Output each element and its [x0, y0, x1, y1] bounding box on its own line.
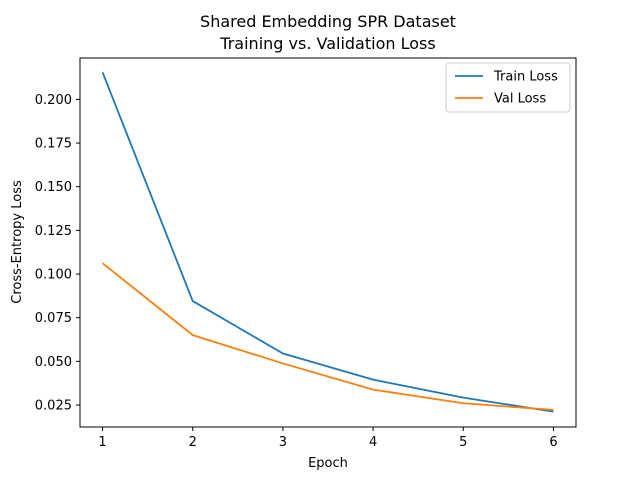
series-lines [101, 71, 554, 413]
x-tick-label: 3 [279, 435, 287, 450]
y-tick-label: 0.125 [35, 224, 72, 239]
y-tick-label: 0.175 [35, 137, 72, 152]
legend: Train Loss Val Loss [445, 62, 571, 113]
series-line-train-loss [101, 71, 554, 413]
legend-label: Train Loss [493, 70, 558, 85]
y-tick-label: 0.200 [35, 93, 72, 108]
y-tick-label: 0.100 [35, 268, 72, 283]
y-tick-label: 0.025 [35, 398, 72, 413]
y-tick-label: 0.150 [35, 180, 72, 195]
x-axis: 1 2 3 4 5 6 [98, 427, 558, 450]
x-tick-label: 2 [189, 435, 197, 450]
x-tick-label: 1 [98, 435, 106, 450]
legend-label: Val Loss [494, 92, 546, 107]
y-axis-label: Cross-Entropy Loss [10, 180, 25, 304]
chart-subtitle: Training vs. Validation Loss [219, 34, 435, 53]
chart-title: Shared Embedding SPR Dataset [200, 12, 456, 31]
x-tick-label: 4 [369, 435, 377, 450]
y-tick-label: 0.050 [35, 355, 72, 370]
x-tick-label: 5 [459, 435, 467, 450]
y-tick-label: 0.075 [35, 311, 72, 326]
series-line-val-loss [101, 262, 554, 411]
x-tick-label: 6 [549, 435, 557, 450]
plot-area-frame [79, 57, 577, 428]
y-axis: 0.025 0.050 0.075 0.100 0.125 0.150 0.175 0.200 [35, 93, 80, 413]
x-axis-label: Epoch [308, 456, 348, 471]
